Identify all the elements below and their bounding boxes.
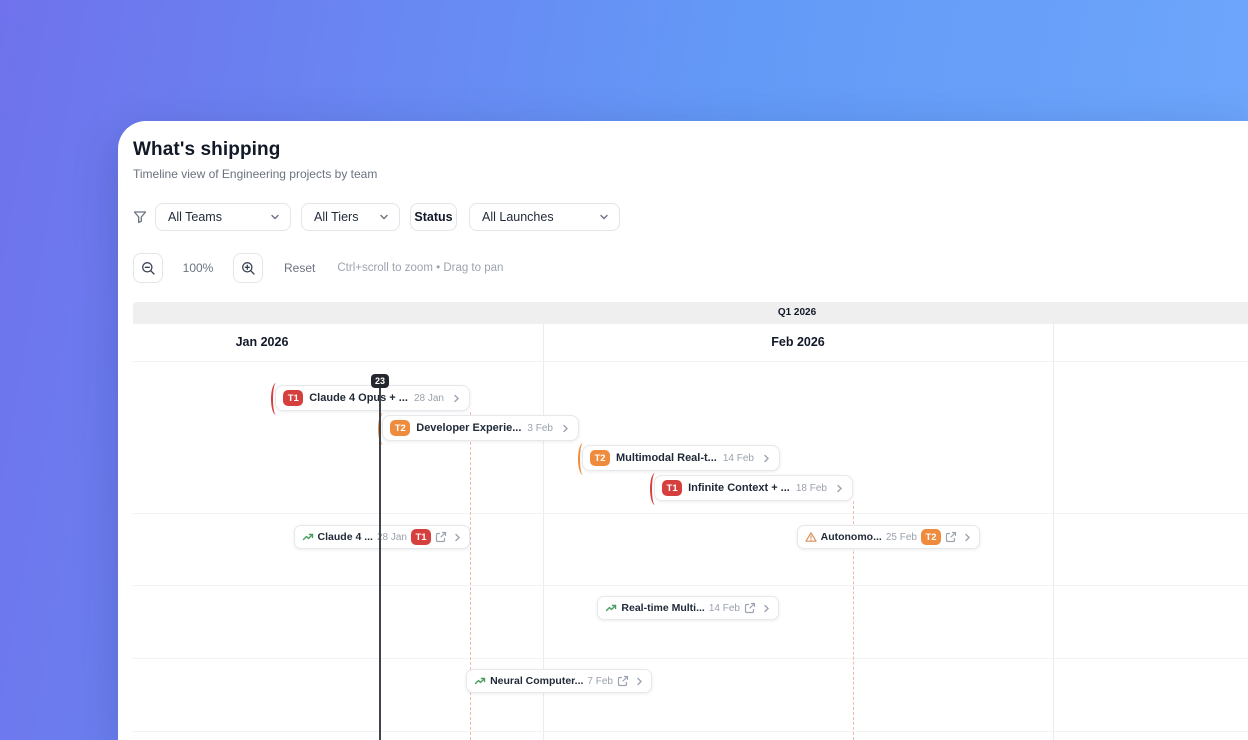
launches-filter-dropdown[interactable]: All Launches	[469, 203, 620, 231]
chevron-right-icon	[637, 677, 642, 685]
chevron-right-icon	[764, 604, 769, 612]
project-pill[interactable]: T2 Multimodal Real-t... 14 Feb	[578, 443, 780, 475]
project-start-bracket	[578, 443, 588, 475]
chevron-right-icon	[563, 424, 568, 432]
tiers-filter-value: All Tiers	[314, 210, 359, 224]
launch-pill[interactable]: Real-time Multi... 14 Feb	[597, 596, 779, 620]
project-ship-date: 3 Feb	[527, 422, 553, 434]
chevron-right-icon	[965, 533, 970, 541]
project-start-bracket	[650, 473, 660, 505]
tier-badge: T2	[921, 529, 941, 545]
tier-badge: T2	[590, 450, 611, 466]
chevron-down-icon	[271, 214, 279, 220]
tier-badge: T1	[662, 480, 683, 496]
launch-name: Neural Computer...	[490, 675, 584, 687]
row-separator-line	[133, 658, 1248, 659]
launch-pill[interactable]: Neural Computer... 7 Feb	[466, 669, 652, 693]
filter-bar: All Teams All Tiers Status All Launches	[133, 203, 1248, 231]
project-ship-date: 18 Feb	[795, 482, 827, 494]
month-boundary-line	[1053, 324, 1054, 740]
project-name: Claude 4 Opus + ...	[309, 392, 408, 404]
external-link-icon	[945, 531, 957, 543]
tiers-filter-dropdown[interactable]: All Tiers	[301, 203, 400, 231]
launch-date: 14 Feb	[708, 602, 740, 614]
whats-shipping-panel: What's shipping Timeline view of Enginee…	[118, 121, 1248, 740]
launch-pill[interactable]: Claude 4 ... 28 Jan T1	[293, 525, 470, 549]
tier-badge: T1	[283, 390, 304, 406]
row-separator-line	[133, 585, 1248, 586]
trending-up-icon	[606, 604, 617, 612]
tier-badge: T1	[411, 529, 431, 545]
warning-icon	[805, 532, 817, 542]
row-separator-line	[133, 513, 1248, 514]
teams-filter-dropdown[interactable]: All Teams	[155, 203, 291, 231]
project-name: Infinite Context + ...	[688, 482, 790, 494]
project-ship-date: 14 Feb	[722, 452, 754, 464]
status-filter-label: Status	[414, 210, 453, 224]
timeline-grid[interactable]: Jan 2026 Feb 2026 23 T1 Claude 4 Opus + ... 2…	[133, 324, 1248, 740]
tier-badge: T2	[390, 420, 411, 436]
today-line	[379, 382, 381, 740]
project-pill[interactable]: T1 Infinite Context + ... 18 Feb	[650, 473, 853, 505]
zoom-in-button[interactable]	[233, 253, 263, 283]
teams-filter-value: All Teams	[168, 210, 222, 224]
project-pill[interactable]: T1 Claude 4 Opus + ... 28 Jan	[271, 383, 470, 415]
zoom-in-icon	[241, 261, 255, 275]
row-separator-line	[133, 731, 1248, 732]
quarter-band: Q1 2026	[133, 302, 1248, 324]
timeline: Q1 2026 Jan 2026 Feb 2026 23 T1 Claude 4 Opu…	[133, 302, 1248, 740]
chevron-down-icon	[600, 214, 608, 220]
month-label: Feb 2026	[771, 335, 825, 349]
filter-funnel-icon	[133, 211, 147, 224]
quarter-label: Q1 2026	[777, 307, 817, 318]
chevron-right-icon	[454, 394, 459, 402]
zoom-out-button[interactable]	[133, 253, 163, 283]
zoom-toolbar: 100% Reset Ctrl+scroll to zoom • Drag to…	[133, 253, 1248, 283]
chevron-right-icon	[455, 533, 460, 541]
launch-date: 25 Feb	[885, 531, 917, 543]
month-label: Jan 2026	[235, 335, 289, 349]
project-name: Developer Experie...	[416, 422, 522, 434]
trending-up-icon	[474, 677, 486, 685]
chevron-right-icon	[764, 454, 769, 462]
row-separator-line	[133, 361, 1248, 362]
zoom-level: 100%	[182, 261, 214, 275]
launch-pill[interactable]: Autonomo... 25 Feb T2	[796, 525, 980, 549]
milestone-dashed-line	[853, 501, 854, 740]
launch-name: Autonomo...	[820, 531, 882, 543]
external-link-icon	[435, 531, 447, 543]
external-link-icon	[617, 675, 629, 687]
zoom-hint: Ctrl+scroll to zoom • Drag to pan	[337, 262, 504, 274]
chevron-down-icon	[380, 214, 388, 220]
page-title: What's shipping	[133, 139, 281, 160]
launch-name: Real-time Multi...	[621, 602, 705, 614]
launch-date: 28 Jan	[376, 531, 407, 543]
chevron-right-icon	[837, 484, 842, 492]
milestone-dashed-line	[470, 412, 471, 740]
project-name: Multimodal Real-t...	[616, 452, 717, 464]
today-date-badge: 23	[370, 374, 390, 388]
launches-filter-value: All Launches	[482, 210, 554, 224]
project-pill[interactable]: T2 Developer Experie... 3 Feb	[378, 413, 579, 445]
project-start-bracket	[271, 383, 281, 415]
project-ship-date: 28 Jan	[413, 392, 444, 404]
launch-name: Claude 4 ...	[317, 531, 373, 543]
trending-up-icon	[302, 533, 313, 541]
zoom-out-icon	[141, 261, 155, 275]
external-link-icon	[744, 602, 756, 614]
page-subtitle: Timeline view of Engineering projects by…	[133, 167, 378, 181]
month-boundary-line	[543, 324, 544, 740]
launch-date: 7 Feb	[587, 675, 613, 687]
zoom-reset-button[interactable]: Reset	[284, 261, 316, 275]
status-filter-button[interactable]: Status	[410, 203, 457, 231]
